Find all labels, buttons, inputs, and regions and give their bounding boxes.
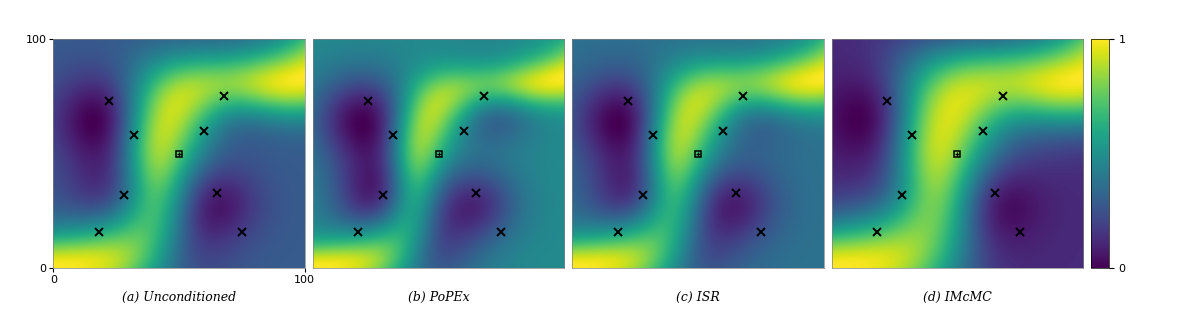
Text: (a) Unconditioned: (a) Unconditioned [122, 291, 236, 304]
Text: (c) ISR: (c) ISR [676, 291, 720, 304]
Text: (b) PoPEx: (b) PoPEx [408, 291, 470, 304]
Text: (d) IMcMC: (d) IMcMC [923, 291, 991, 304]
